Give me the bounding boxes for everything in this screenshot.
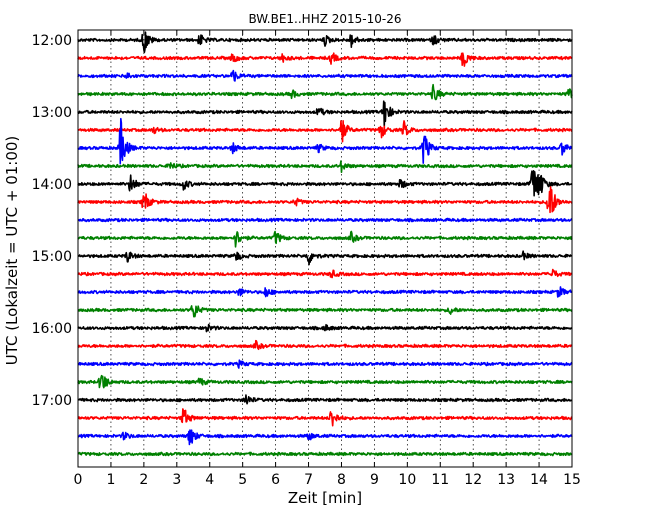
trace-1200: [77, 31, 573, 54]
x-tick-label: 0: [74, 472, 83, 488]
x-tick-label: 7: [304, 472, 313, 488]
x-tick-label: 5: [238, 472, 247, 488]
y-axis-label: UTC (Lokalzeit = UTC + 01:00): [3, 136, 21, 366]
trace-1445: [77, 230, 573, 248]
trace-1300: [77, 100, 573, 128]
trace-1730: [77, 429, 573, 446]
trace-1430: [77, 217, 573, 223]
seismic-traces: [77, 31, 573, 457]
trace-1615: [77, 339, 573, 351]
x-tick-label: 6: [271, 472, 280, 488]
trace-1400: [77, 170, 573, 197]
y-tick-label: 14:00: [32, 177, 72, 193]
y-tick-label: 15:00: [32, 249, 72, 265]
x-tick-label: 12: [464, 472, 482, 488]
axis-ticks: 0 1 2 3 4 5 6 7 8 9 10 11 12 13 14 1512:0013:0014:0015:…: [32, 30, 581, 488]
trace-1215: [77, 52, 573, 67]
trace-1515: [77, 268, 573, 279]
x-tick-label: 1: [106, 472, 115, 488]
trace-1415: [77, 186, 573, 214]
trace-1245: [77, 83, 573, 101]
trace-1715: [77, 408, 573, 427]
x-tick-label: 14: [530, 472, 548, 488]
x-tick-label: 11: [431, 472, 449, 488]
x-axis-label: Zeit [min]: [288, 489, 362, 507]
trace-1745: [77, 451, 573, 457]
trace-1530: [77, 286, 573, 298]
y-tick-label: 16:00: [32, 321, 72, 337]
trace-1600: [77, 323, 573, 333]
x-tick-label: 3: [172, 472, 181, 488]
chart-title: BW.BE1..HHZ 2015-10-26: [248, 12, 401, 26]
trace-1500: [77, 250, 573, 266]
trace-1330: [77, 117, 573, 165]
trace-1345: [77, 160, 573, 174]
trace-1645: [77, 374, 573, 389]
x-tick-label: 2: [139, 472, 148, 488]
x-tick-label: 9: [370, 472, 379, 488]
trace-1700: [77, 394, 573, 405]
y-tick-label: 13:00: [32, 105, 72, 121]
x-tick-label: 15: [563, 472, 581, 488]
x-tick-label: 13: [497, 472, 515, 488]
trace-1545: [77, 305, 573, 318]
trace-1630: [77, 359, 573, 369]
x-tick-label: 8: [337, 472, 346, 488]
y-tick-label: 12:00: [32, 33, 72, 49]
x-tick-label: 10: [398, 472, 416, 488]
axes-frame: [77, 29, 573, 468]
trace-1230: [77, 69, 573, 82]
trace-1315: [77, 120, 573, 143]
grid-lines: [110, 30, 540, 467]
x-tick-label: 4: [205, 472, 214, 488]
y-tick-label: 17:00: [32, 393, 72, 409]
